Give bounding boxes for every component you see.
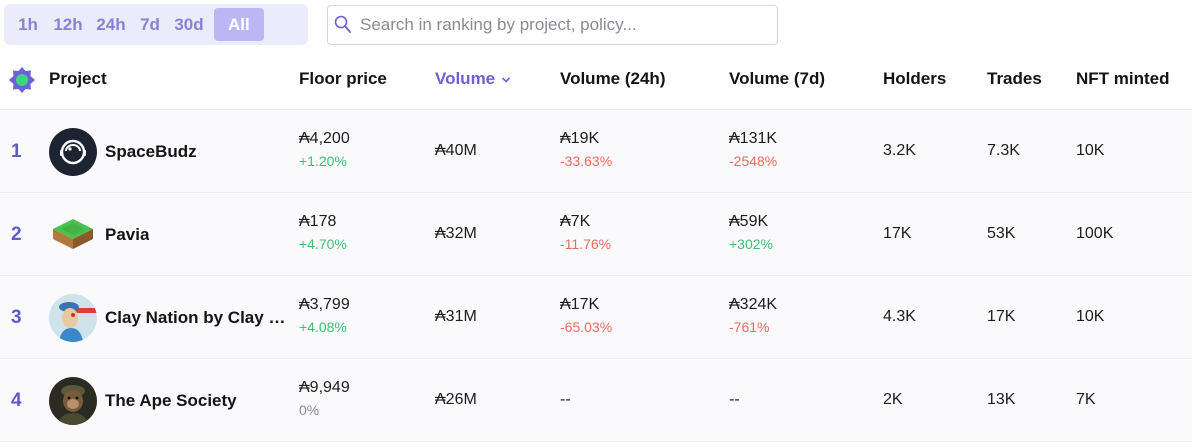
header-project[interactable]: Project [49,69,107,88]
volume-24h: ₳17K [560,296,600,313]
volume-24h: ₳19K [560,130,600,147]
trades: 53K [987,225,1016,242]
floor-price: ₳4,200 [299,130,350,147]
volume: ₳26M [435,391,477,408]
time-range-30d-button[interactable]: 30d [174,14,204,34]
time-range-7d-button[interactable]: 7d [140,14,160,34]
floor-price-change: +4.70% [299,236,347,252]
nft-minted: 10K [1076,142,1105,159]
astronaut-icon [49,128,97,176]
floor-price: ₳3,799 [299,296,350,313]
rank-number: 4 [11,390,22,411]
land-tile-icon [49,211,97,259]
holders: 17K [883,225,912,242]
volume-7d: ₳131K [729,130,778,147]
header-volume-24h[interactable]: Volume (24h) [560,69,666,88]
volume-24h: -- [560,391,571,408]
time-range-1h-button[interactable]: 1h [18,14,38,34]
volume-24h-change: -33.63% [560,153,613,169]
volume-24h: ₳7K [560,213,591,230]
holders: 2K [883,391,903,408]
time-range-12h-button[interactable]: 12h [53,14,83,34]
table-row[interactable]: 3 Clay Nation by Clay Mates ₳3,799 +4.08… [0,277,1192,359]
volume-7d: ₳324K [729,296,778,313]
time-range-all-button[interactable]: All [214,8,264,41]
rank-number: 3 [11,307,22,328]
holders: 3.2K [883,142,916,159]
volume-7d-change: -2548% [729,153,778,169]
nft-minted: 10K [1076,308,1105,325]
search-box[interactable] [327,5,778,45]
chevron-down-icon [502,76,511,83]
holders: 4.3K [883,308,916,325]
project-name[interactable]: Pavia [105,225,150,244]
header-volume-7d[interactable]: Volume (7d) [729,69,826,88]
volume: ₳31M [435,308,477,325]
floor-price: ₳9,949 [299,379,350,396]
nft-minted: 100K [1076,225,1114,242]
table-row[interactable]: 2 Pavia ₳178 +4.70% ₳32M ₳7K -11.76% ₳59… [0,194,1192,276]
volume: ₳32M [435,225,477,242]
search-input[interactable] [358,14,762,36]
header-trades[interactable]: Trades [987,69,1042,88]
floor-price-change: +4.08% [299,319,347,335]
project-name[interactable]: SpaceBudz [105,142,197,161]
floor-price-change: +1.20% [299,153,347,169]
clay-character-icon [49,294,97,342]
header-nft-minted[interactable]: NFT minted [1076,69,1170,88]
project-name[interactable]: Clay Nation by Clay Mates [105,308,287,327]
floor-price: ₳178 [299,213,337,230]
project-logo-icon [9,67,35,93]
table-header: Project Floor price Volume Volume (24h) … [0,51,1192,110]
search-icon [334,15,351,33]
ape-icon [49,377,97,425]
table-row[interactable]: 4 The Ape Society ₳9,949 0% ₳26M -- -- 2… [0,360,1192,442]
header-holders[interactable]: Holders [883,69,947,88]
volume: ₳40M [435,142,477,159]
volume-7d: -- [729,391,740,408]
volume-7d-change: -761% [729,319,770,335]
header-floor-price[interactable]: Floor price [299,69,387,88]
volume-24h-change: -65.03% [560,319,613,335]
time-range-filter: 1h 12h 24h 7d 30d All [4,4,308,45]
project-name[interactable]: The Ape Society [105,391,237,410]
trades: 17K [987,308,1016,325]
header-volume[interactable]: Volume [435,69,511,89]
trades: 7.3K [987,142,1020,159]
time-range-24h-button[interactable]: 24h [96,14,126,34]
nft-minted: 7K [1076,391,1096,408]
volume-7d: ₳59K [729,213,769,230]
trades: 13K [987,391,1016,408]
header-volume-label: Volume [435,69,496,88]
floor-price-change: 0% [299,402,320,418]
rank-number: 1 [11,141,22,162]
volume-24h-change: -11.76% [560,236,612,252]
volume-7d-change: +302% [729,236,773,252]
rank-number: 2 [11,224,22,245]
table-row[interactable]: 1 SpaceBudz ₳4,200 +1.20% ₳40M ₳19K -33.… [0,111,1192,193]
